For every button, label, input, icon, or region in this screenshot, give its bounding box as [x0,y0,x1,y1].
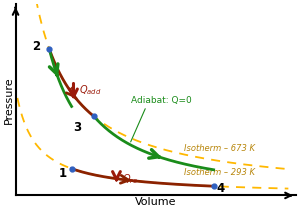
Text: 1: 1 [58,167,67,180]
Text: 2: 2 [32,40,40,53]
Text: Adiabat: Q=0: Adiabat: Q=0 [131,96,192,105]
X-axis label: Volume: Volume [135,197,176,207]
Text: $Q_{add}$: $Q_{add}$ [79,83,102,97]
Text: Isotherm – 673 K: Isotherm – 673 K [184,144,255,153]
Text: 3: 3 [74,121,82,134]
Text: 4: 4 [217,182,225,195]
Y-axis label: Pressure: Pressure [4,76,14,124]
Text: Isotherm – 293 K: Isotherm – 293 K [184,168,255,177]
Text: $Q_{re}$: $Q_{re}$ [122,172,138,186]
